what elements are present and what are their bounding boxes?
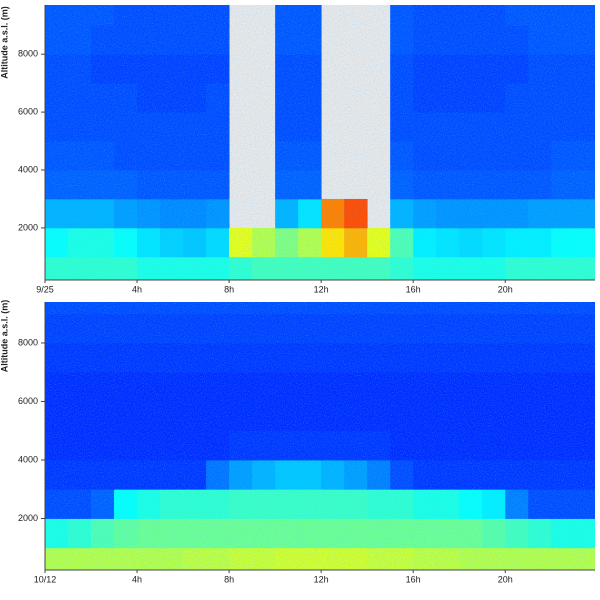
- x-tick-label: 8h: [224, 574, 234, 584]
- x-tick-label: 20h: [498, 284, 513, 294]
- x-tick-label: 4h: [132, 284, 142, 294]
- y-tick-label: 6000: [18, 106, 38, 116]
- y-tick-label: 4000: [18, 454, 38, 464]
- noise-texture: [45, 5, 595, 280]
- x-tick-label: 9/25: [36, 284, 54, 294]
- x-tick-label: 12h: [314, 284, 329, 294]
- y-tick-label: 2000: [18, 222, 38, 232]
- x-tick-label: 4h: [132, 574, 142, 584]
- y-tick-label: 8000: [18, 337, 38, 347]
- noise-texture: [45, 302, 595, 570]
- y-axis-label: Altitude a.s.l. (m): [0, 300, 9, 373]
- x-tick-label: 16h: [406, 574, 421, 584]
- y-tick-label: 6000: [18, 396, 38, 406]
- y-tick-label: 4000: [18, 164, 38, 174]
- y-tick-label: 8000: [18, 49, 38, 59]
- y-tick-label: 2000: [18, 513, 38, 523]
- x-tick-label: 12h: [314, 574, 329, 584]
- x-tick-label: 16h: [406, 284, 421, 294]
- plot-area: [45, 302, 595, 570]
- x-tick-label: 8h: [224, 284, 234, 294]
- x-tick-label: 20h: [498, 574, 513, 584]
- x-tick-label: 10/12: [34, 574, 57, 584]
- y-axis-label: Altitude a.s.l. (m): [0, 6, 9, 79]
- plot-area: [45, 5, 595, 280]
